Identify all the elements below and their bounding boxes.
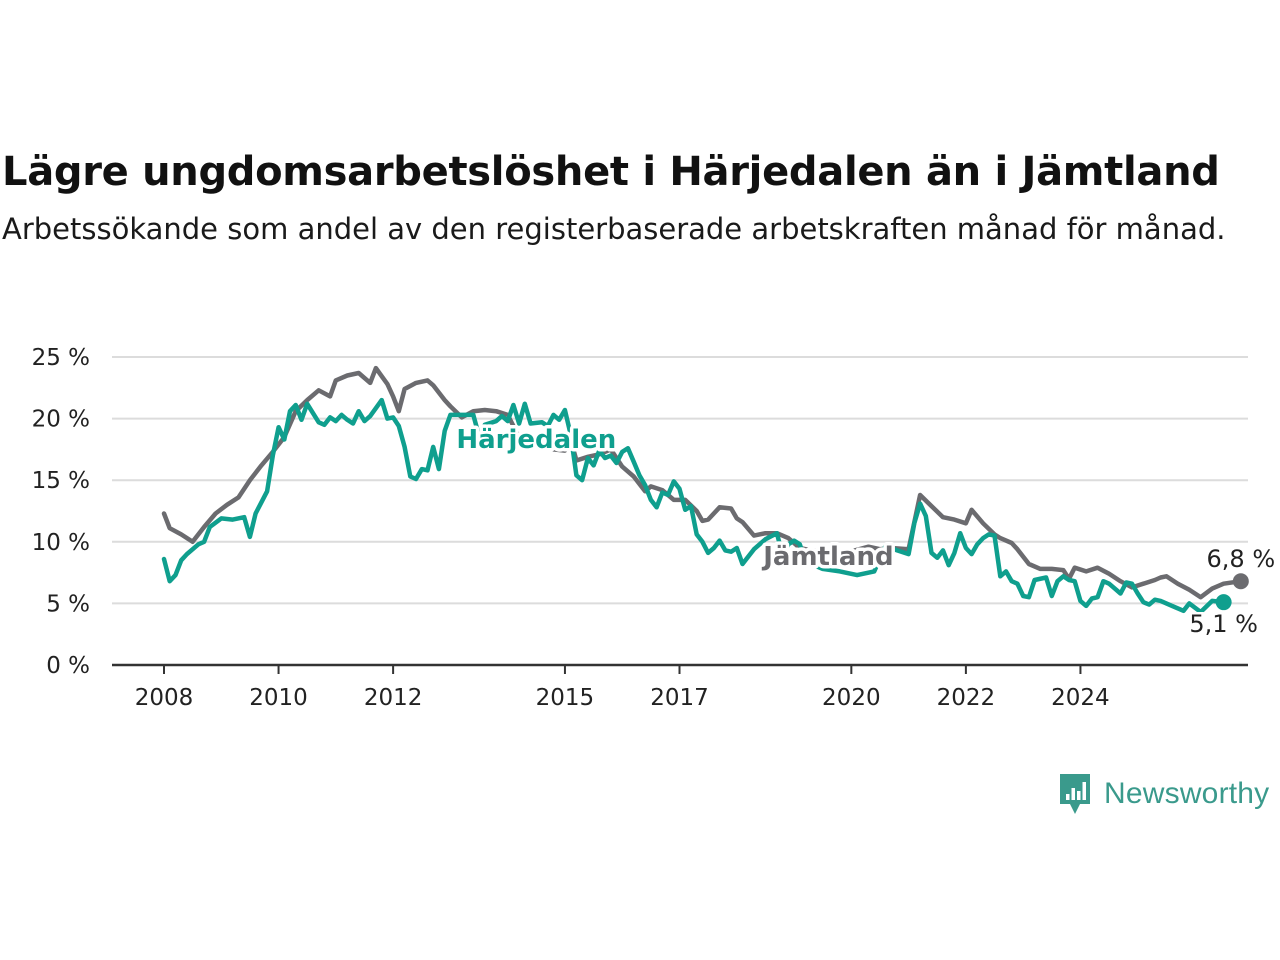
x-axis: 2008 2010 2012 2015 2017 2020 2022 2024 [112, 663, 1248, 711]
line-chart: 0 %5 %10 %15 %20 %25 % 2008 2010 2012 2015 2… [32, 345, 1278, 711]
series-labels: Härjedalen Jämtland 6,8 % 5,1 % [453, 422, 1278, 641]
x-tick-label: 2010 [249, 685, 308, 711]
y-axis-tick-labels: 0 % 5 % 10 % 15 % 20 % 25 % [32, 345, 90, 679]
x-tick-label: 2024 [1051, 685, 1110, 711]
y-tick-label: 5 % [46, 591, 90, 617]
x-tick-label: 2020 [822, 685, 881, 711]
series-label-jamtland: Jämtland [761, 542, 893, 572]
y-tick-label: 10 % [32, 530, 90, 556]
newsworthy-logo-icon [1060, 774, 1090, 814]
x-tick-label: 2017 [650, 685, 709, 711]
x-tick-label: 2022 [937, 685, 996, 711]
brand-name: Newsworthy [1104, 777, 1270, 810]
y-tick-label: 0 % [46, 653, 90, 679]
end-point-harjedalen [1215, 594, 1232, 611]
brand-logo[interactable]: Newsworthy [1058, 772, 1269, 816]
x-tick-label: 2015 [536, 685, 595, 711]
y-tick-label: 15 % [32, 468, 90, 494]
y-tick-label: 25 % [32, 345, 90, 371]
chart-subtitle: Arbetssökande som andel av den registerb… [2, 212, 1226, 246]
x-tick-label: 2008 [135, 685, 194, 711]
series-lines [161, 365, 1249, 615]
y-tick-label: 20 % [32, 407, 90, 433]
series-label-harjedalen: Härjedalen [456, 425, 616, 455]
series-line-jamtland [161, 365, 1244, 600]
x-tick-label: 2012 [364, 685, 423, 711]
end-value-label-jamtland: 6,8 % [1207, 545, 1276, 573]
end-point-jamtland [1232, 573, 1249, 590]
end-value-label-harjedalen: 5,1 % [1189, 610, 1258, 638]
chart-title: Lägre ungdomsarbetslöshet i Härjedalen ä… [2, 149, 1220, 195]
series-line-harjedalen [161, 397, 1226, 615]
